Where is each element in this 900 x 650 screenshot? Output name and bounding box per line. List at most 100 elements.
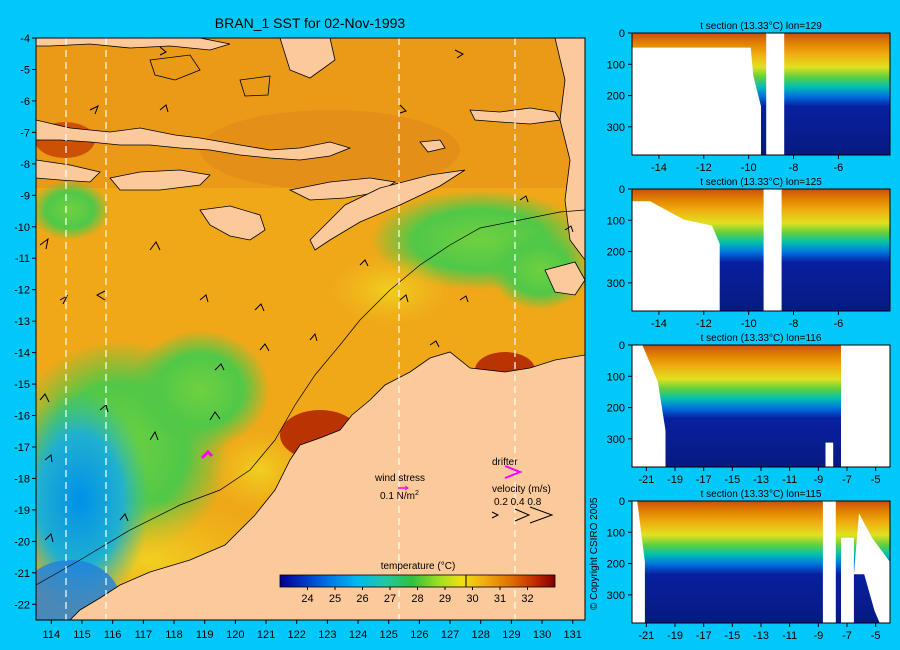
section-frame <box>631 188 891 312</box>
map-y-tick: -12 <box>14 285 30 297</box>
section-y-tick: 300 <box>607 278 625 290</box>
section-x-tick: -11 <box>782 630 797 642</box>
section-title: t section (13.33°C) lon=129 <box>700 21 822 32</box>
australia-land <box>69 351 585 620</box>
colorbar: temperature (°C) 24 25 26 27 28 29 30 31 32 <box>279 561 556 605</box>
colorbar-ticks: 24 25 26 27 28 29 30 31 32 <box>301 587 534 605</box>
section-y-tick: 300 <box>607 434 625 446</box>
section-x-tick: -19 <box>667 630 683 642</box>
section-x-tick: -7 <box>842 474 852 486</box>
section-x-tick: -6 <box>834 162 844 174</box>
map-x-tick: 131 <box>564 629 582 641</box>
colorbar-tick: 32 <box>521 593 533 605</box>
map-x-tick: 130 <box>533 629 551 641</box>
map-x-tick: 116 <box>104 629 122 641</box>
colorbar-gradient <box>279 574 556 588</box>
map-frame <box>35 37 586 621</box>
section-x-tick: -19 <box>667 474 683 486</box>
section-x-tick: -5 <box>871 630 881 642</box>
colorbar-tick: 28 <box>411 593 423 605</box>
section-y-tick: 300 <box>607 122 625 134</box>
section-panels: t section (13.33°C) lon=129 -14 -12 -10 -8 -6… <box>607 21 891 642</box>
map-x-tick: 129 <box>502 629 520 641</box>
wind-vectors <box>39 46 574 543</box>
drifter-track <box>200 449 214 460</box>
colorbar-tick: 29 <box>439 593 451 605</box>
section-y-tick: 100 <box>607 59 625 71</box>
section-x-tick: -13 <box>753 630 769 642</box>
map-x-axis: 114 115 116 117 118 119 120 121 122 123 124 125 126 1… <box>43 620 582 641</box>
colorbar-tick: 30 <box>466 593 478 605</box>
section-y-tick: 0 <box>619 184 625 196</box>
section-x-tick: -13 <box>753 474 769 486</box>
section-x-tick: -12 <box>696 162 712 174</box>
section-land-mask <box>632 345 666 467</box>
section-y-tick: 0 <box>619 28 625 40</box>
map-x-tick: 122 <box>288 629 306 641</box>
velocity-arrows <box>491 506 554 524</box>
section-title: t section (13.33°C) lon=116 <box>701 333 822 344</box>
map-x-tick: 117 <box>135 629 153 641</box>
section-y-tick: 300 <box>607 590 625 602</box>
map-y-tick: -8 <box>20 159 30 171</box>
map-x-tick: 118 <box>165 629 183 641</box>
section-land-mask <box>632 501 645 623</box>
map-y-tick: -15 <box>14 379 30 391</box>
velocity-values: 0.2 0.4 0.8 <box>494 497 542 508</box>
section-land-mask <box>632 47 761 155</box>
colorbar-tick: 26 <box>356 593 368 605</box>
map-x-tick: 123 <box>318 629 336 641</box>
colorbar-tick: 27 <box>384 593 396 605</box>
map-title: BRAN_1 SST for 02-Nov-1993 <box>215 15 406 31</box>
section-y-tick: 200 <box>607 91 625 103</box>
sulawesi-land <box>279 38 336 79</box>
map-x-tick: 126 <box>410 629 428 641</box>
section-x-tick: -5 <box>871 474 881 486</box>
map-y-tick: -19 <box>14 505 30 517</box>
drifter-arrow <box>504 465 523 479</box>
section-x-tick: -12 <box>696 318 712 330</box>
copyright: © Copyright CSIRO 2005 <box>589 497 600 610</box>
section-x-tick: -14 <box>651 162 667 174</box>
map-y-tick: -9 <box>20 190 30 202</box>
section-x-tick: -21 <box>638 630 654 642</box>
section-x-tick: -9 <box>813 630 823 642</box>
map-y-tick: -22 <box>14 599 30 611</box>
section-land-mask <box>825 442 834 467</box>
section-panel-2: t section (13.33°C) lon=125 -14 -12 -10 -8 -6… <box>607 177 891 330</box>
wind-stress-scale: 0.1 N/m2 <box>380 490 419 502</box>
colorbar-tick: 31 <box>494 593 506 605</box>
section-x-tick: -14 <box>651 318 667 330</box>
map-y-tick: -17 <box>14 442 30 454</box>
map-panel: BRAN_1 SST for 02-Nov-1993 <box>14 15 600 641</box>
map-x-tick: 121 <box>257 629 275 641</box>
velocity-label: velocity (m/s) <box>492 484 551 495</box>
map-x-tick: 127 <box>441 629 459 641</box>
section-title: t section (13.33°C) lon=125 <box>700 177 822 188</box>
section-panel-3: t section (13.33°C) lon=116 -21 -19 -17 -15 -… <box>607 333 891 486</box>
new-guinea-land <box>554 38 585 261</box>
section-x-tick: -8 <box>789 162 799 174</box>
section-y-tick: 200 <box>607 247 625 259</box>
java-nusa-tenggara-land <box>36 119 352 161</box>
section-lines <box>65 38 516 620</box>
map-x-tick: 124 <box>349 629 367 641</box>
sumba-land <box>199 205 266 241</box>
section-title: t section (13.33°C) lon=115 <box>701 489 822 500</box>
section-land-mask <box>853 513 890 623</box>
section-x-tick: -10 <box>741 162 757 174</box>
section-frame <box>631 32 891 156</box>
section-x-tick: -6 <box>834 318 844 330</box>
section-panel-4: t section (13.33°C) lon=115 -21 -19 -17 -15 -… <box>607 489 891 642</box>
map-x-tick: 120 <box>226 629 244 641</box>
section-x-tick: -10 <box>741 318 757 330</box>
map-y-tick: -16 <box>14 411 30 423</box>
section-x-tick: -8 <box>789 318 799 330</box>
section-x-tick: -9 <box>813 474 823 486</box>
section-land-mask <box>763 189 782 311</box>
section-x-tick: -11 <box>782 474 797 486</box>
map-y-tick: -14 <box>14 348 30 360</box>
section-x-tick: -15 <box>724 474 740 486</box>
section-y-tick: 100 <box>607 371 625 383</box>
colorbar-title: temperature (°C) <box>381 561 456 572</box>
